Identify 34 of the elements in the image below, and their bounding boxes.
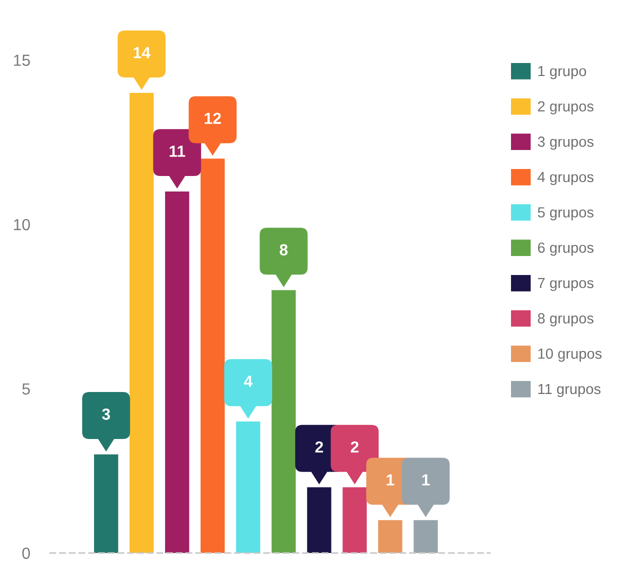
bar <box>378 520 402 553</box>
bar <box>307 487 332 553</box>
legend-label: 11 grupos <box>538 384 601 398</box>
bar <box>200 158 225 553</box>
data-label: 12 <box>204 112 221 124</box>
data-label: 3 <box>102 408 110 420</box>
legend-label: 4 grupos <box>538 172 594 186</box>
data-label: 1 <box>386 474 394 486</box>
legend-label: 7 grupos <box>538 278 594 292</box>
bar <box>165 191 190 553</box>
data-label: 14 <box>134 47 150 58</box>
data-label: 1 <box>422 474 430 486</box>
data-label: 2 <box>350 441 358 453</box>
bar <box>414 520 438 553</box>
bar <box>236 422 260 553</box>
y-tick-label: 5 <box>22 383 30 395</box>
bar <box>130 92 154 553</box>
data-label: 11 <box>170 146 186 157</box>
legend-label: 2 grupos <box>538 101 594 114</box>
y-tick-label: 15 <box>14 54 30 66</box>
y-tick-label: 10 <box>14 218 30 230</box>
bar <box>94 454 118 553</box>
legend-label: 6 grupos <box>538 242 594 256</box>
legend-label: 5 grupos <box>538 207 594 220</box>
y-tick-label: 0 <box>22 548 30 559</box>
data-label: 8 <box>280 244 288 256</box>
data-label: 2 <box>315 441 323 453</box>
legend-label: 8 grupos <box>538 313 594 326</box>
legend-label: 10 grupos <box>538 348 602 362</box>
bar <box>272 290 296 553</box>
legend-label: 1 grupo <box>538 66 586 80</box>
legend-label: 3 grupos <box>538 136 594 150</box>
bar <box>342 487 367 553</box>
data-label: 4 <box>244 376 253 387</box>
